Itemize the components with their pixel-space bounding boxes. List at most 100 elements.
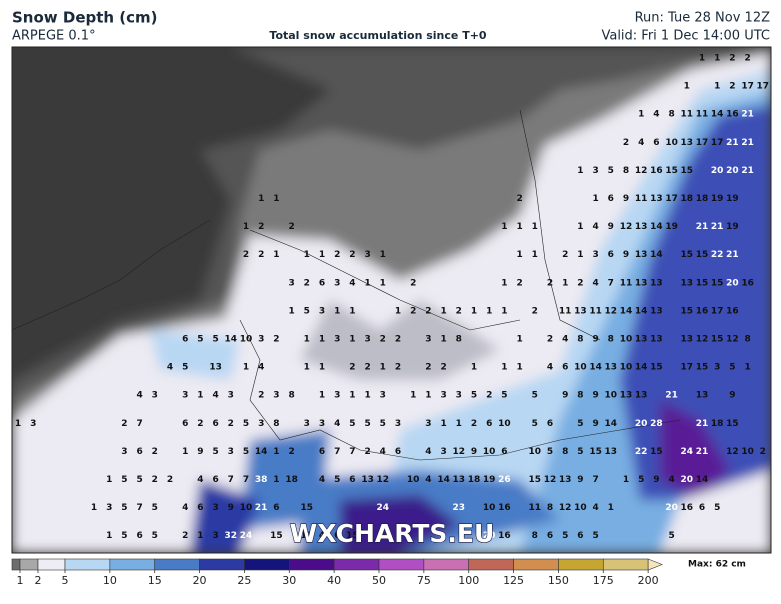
max-label: Max: 62 cm [688, 560, 746, 570]
snow-depth-value: 6 [182, 335, 188, 345]
snow-depth-value: 20 [635, 419, 648, 429]
snow-depth-value: 3 [334, 391, 340, 401]
snow-depth-value: 1 [516, 363, 522, 373]
snow-depth-value: 9 [592, 335, 598, 345]
title: Snow Depth (cm) [12, 9, 158, 27]
snow-depth-value: 1 [197, 531, 203, 541]
snow-depth-value: 9 [577, 475, 583, 485]
snow-depth-value: 5 [562, 531, 568, 541]
snow-depth-value: 5 [668, 531, 674, 541]
legend-tick-label: 150 [548, 574, 569, 587]
snow-depth-value: 5 [471, 391, 477, 401]
legend-swatch [37, 558, 66, 571]
snow-depth-value: 6 [547, 531, 553, 541]
snow-depth-value: 1 [380, 278, 386, 288]
snow-depth-value: 1 [319, 391, 325, 401]
legend-swatch [647, 558, 663, 571]
snow-depth-value: 5 [334, 475, 340, 485]
snow-depth-value: 4 [592, 503, 598, 513]
snow-depth-value: 1 [304, 335, 310, 345]
legend-swatch [64, 558, 111, 571]
snow-depth-value: 14 [589, 363, 602, 373]
snow-depth-value: 19 [711, 194, 724, 204]
snow-depth-value: 6 [562, 363, 568, 373]
snow-depth-value: 5 [729, 363, 735, 373]
snow-depth-value: 13 [635, 222, 648, 232]
snow-depth-value: 10 [407, 475, 420, 485]
snow-depth-value: 18 [468, 475, 481, 485]
snow-depth-value: 13 [574, 306, 587, 316]
snow-depth-value: 4 [425, 447, 431, 457]
snow-depth-value: 15 [696, 278, 709, 288]
snow-depth-value: 3 [440, 447, 446, 457]
snow-depth-value: 1 [440, 306, 446, 316]
snow-depth-value: 13 [681, 138, 694, 148]
snow-depth-value: 18 [711, 419, 724, 429]
snow-depth-value: 13 [635, 250, 648, 260]
snow-depth-value: 1 [349, 306, 355, 316]
snow-depth-value: 15 [696, 363, 709, 373]
snow-depth-value: 2 [471, 419, 477, 429]
snow-depth-value: 12 [377, 475, 390, 485]
map-frame [11, 46, 772, 554]
snow-depth-value: 15 [665, 166, 678, 176]
snow-depth-value: 6 [653, 138, 659, 148]
snow-depth-value: 2 [486, 391, 492, 401]
snow-depth-value: 18 [285, 475, 298, 485]
snow-depth-value: 4 [319, 475, 325, 485]
snow-depth-value: 24 [240, 531, 253, 541]
snow-depth-value: 3 [121, 447, 127, 457]
map-values: 1 1 2 21 1 2 17 171 4 8 11 11 14 16 212 4 6 10 13 17 17 21 211… [15, 54, 769, 542]
snow-depth-value: 10 [483, 447, 496, 457]
snow-depth-value: 11 [529, 503, 542, 513]
snow-depth-value: 3 [106, 503, 112, 513]
snow-depth-value: 2 [288, 222, 294, 232]
snow-depth-value: 2 [440, 363, 446, 373]
snow-depth-value: 16 [726, 306, 739, 316]
snow-depth-value: 8 [668, 110, 674, 120]
snow-depth-value: 1 [592, 194, 598, 204]
snow-depth-value: 1 [380, 363, 386, 373]
snow-depth-value: 5 [714, 503, 720, 513]
snow-depth-value: 2 [425, 306, 431, 316]
snow-depth-value: 2 [623, 138, 629, 148]
snow-depth-value: 6 [608, 194, 614, 204]
legend-tick-label: 200 [638, 574, 659, 587]
snow-depth-value: 2 [395, 363, 401, 373]
snow-depth-value: 1 [577, 222, 583, 232]
snow-depth-value: 13 [650, 335, 663, 345]
snow-depth-value: 15 [650, 447, 663, 457]
snow-depth-value: 1 [684, 82, 690, 92]
snow-depth-value: 12 [635, 166, 648, 176]
snow-depth-value: 5 [197, 335, 203, 345]
snow-depth-value: 10 [529, 447, 542, 457]
run-time: Run: Tue 28 Nov 12Z [635, 11, 770, 26]
snow-depth-value: 16 [696, 306, 709, 316]
snow-depth-value: 4 [258, 363, 264, 373]
snow-depth-value: 1 [319, 363, 325, 373]
snow-depth-value: 20 [726, 166, 739, 176]
snow-depth-value: 10 [665, 138, 678, 148]
snow-depth-value: 21 [711, 222, 724, 232]
snow-depth-value: 1 [471, 363, 477, 373]
legend-swatch [244, 558, 290, 571]
legend-tick-label: 125 [503, 574, 524, 587]
snow-depth-value: 13 [209, 363, 222, 373]
snow-depth-value: 1 [304, 250, 310, 260]
snow-depth-value: 28 [650, 419, 663, 429]
snow-depth-value: 1 [440, 335, 446, 345]
snow-depth-value: 5 [532, 419, 538, 429]
snow-depth-value: 15 [270, 531, 283, 541]
snow-depth-value: 6 [136, 531, 142, 541]
snow-depth-value: 6 [486, 419, 492, 429]
snow-depth-value: 1 [516, 335, 522, 345]
snow-depth-value: 2 [425, 363, 431, 373]
snow-depth-value: 10 [240, 335, 253, 345]
snow-depth-value: 2 [516, 278, 522, 288]
legend-swatch [199, 558, 245, 571]
snow-depth-value: 20 [483, 531, 496, 541]
snow-depth-value: 1 [334, 306, 340, 316]
legend-tick-label: 15 [148, 574, 162, 587]
snow-depth-value: 21 [741, 166, 754, 176]
